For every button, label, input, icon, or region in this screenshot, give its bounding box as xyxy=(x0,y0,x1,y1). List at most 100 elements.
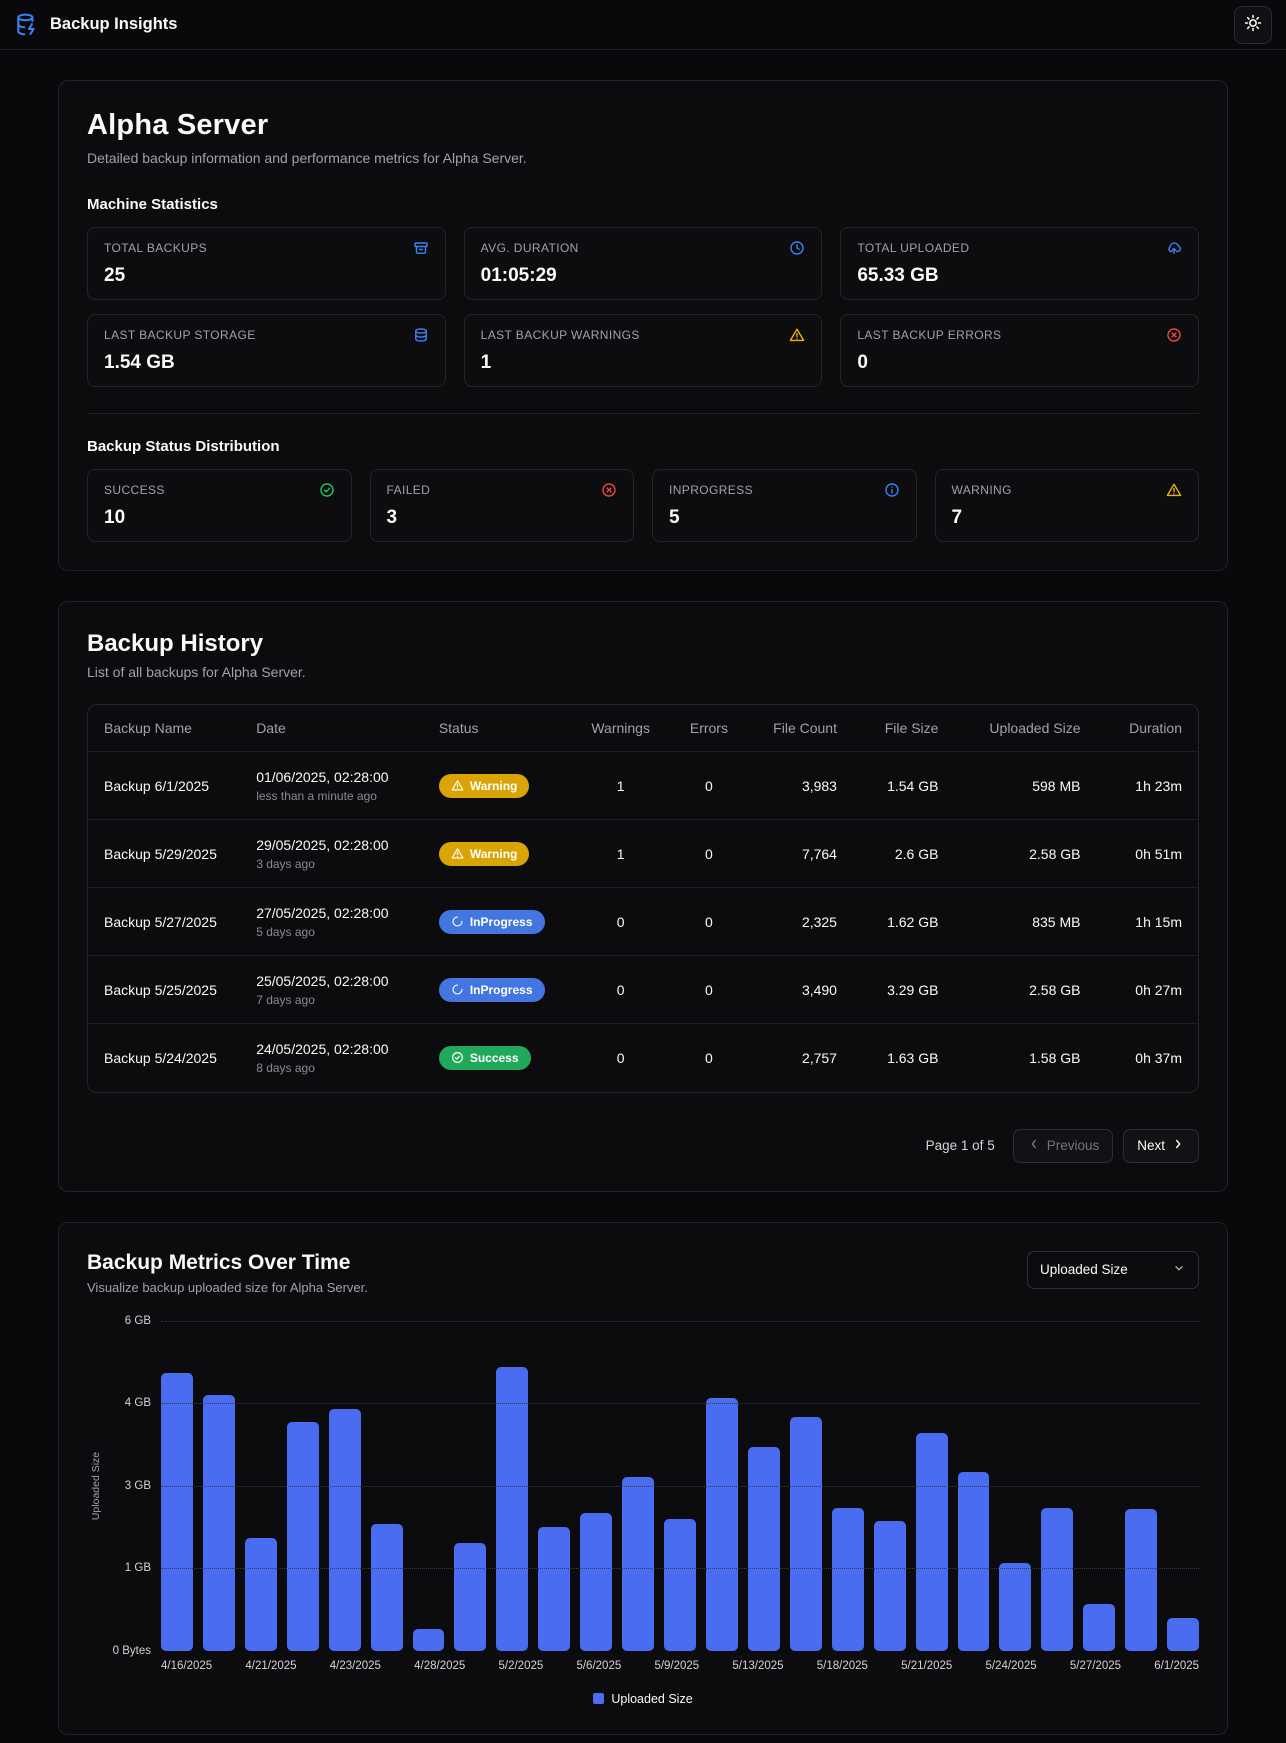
stat-card-total-backups: TOTAL BACKUPS 25 xyxy=(87,227,446,300)
x-tick-label: 4/16/2025 xyxy=(161,1659,213,1672)
theme-toggle-button[interactable] xyxy=(1234,5,1272,44)
status-card-warning: WARNING 7 xyxy=(934,469,1199,542)
database-icon xyxy=(413,327,429,343)
column-header-errors: Errors xyxy=(689,720,728,736)
errors-cell: 0 xyxy=(705,845,713,862)
errors-cell: 0 xyxy=(705,777,713,794)
table-row: Backup 5/27/2025 27/05/2025, 02:28:00 5 da… xyxy=(88,887,1198,956)
date-cell: 27/05/2025, 02:28:00 5 days ago xyxy=(240,888,423,956)
warning-icon xyxy=(451,847,464,860)
status-badge: InProgress xyxy=(438,977,545,1002)
file-size-cell: 2.6 GB xyxy=(894,845,939,862)
next-page-button[interactable]: Next xyxy=(1123,1128,1199,1163)
x-tick-label xyxy=(391,1660,404,1672)
stat-value: 0 xyxy=(857,352,868,373)
archive-icon xyxy=(413,240,429,256)
stat-card-last-backup-warnings: LAST BACKUP WARNINGS 1 xyxy=(463,314,823,387)
stat-label: WARNING xyxy=(951,483,1012,497)
cloud-upload-icon xyxy=(1166,240,1182,256)
grid-line xyxy=(161,1485,1199,1487)
x-tick-label: 5/27/2025 xyxy=(1069,1659,1122,1672)
table-row: Backup 5/25/2025 25/05/2025, 02:28:00 7 da… xyxy=(88,955,1198,1024)
warning-icon xyxy=(451,779,464,792)
x-tick-label: 5/18/2025 xyxy=(816,1659,868,1672)
metric-select[interactable]: Uploaded Size xyxy=(1027,1250,1199,1289)
stat-card-last-backup-errors: LAST BACKUP ERRORS 0 xyxy=(840,314,1199,387)
column-header-duration: Duration xyxy=(1129,720,1182,736)
bar xyxy=(664,1518,696,1651)
file-count-cell: 7,764 xyxy=(801,845,837,862)
top-bar: Backup Insights xyxy=(0,0,1286,50)
x-tick-label: 5/2/2025 xyxy=(498,1659,544,1672)
bar xyxy=(999,1562,1032,1651)
pagination: Page 1 of 5 Previous Next xyxy=(87,1128,1199,1163)
bar xyxy=(1167,1617,1200,1651)
file-count-cell: 3,490 xyxy=(801,981,837,998)
x-tick-label: 5/9/2025 xyxy=(654,1659,700,1672)
x-tick-label: 5/6/2025 xyxy=(576,1659,622,1672)
x-tick-label: 4/21/2025 xyxy=(245,1659,297,1672)
bar xyxy=(747,1447,780,1651)
bar xyxy=(202,1394,235,1651)
circle-check-icon xyxy=(451,1051,464,1064)
sun-icon xyxy=(1244,14,1262,35)
status-cell: InProgress xyxy=(423,956,575,1024)
stat-label: AVG. DURATION xyxy=(480,241,579,255)
page-subtitle: Detailed backup information and performa… xyxy=(87,150,527,166)
date-cell: 25/05/2025, 02:28:00 7 days ago xyxy=(240,956,423,1024)
previous-page-button[interactable]: Previous xyxy=(1012,1128,1114,1163)
status-card-success: SUCCESS 10 xyxy=(87,469,352,542)
errors-cell: 0 xyxy=(705,981,713,998)
duration-cell: 0h 51m xyxy=(1135,845,1182,862)
brand: Backup Insights xyxy=(14,12,177,38)
machine-statistics-heading: Machine Statistics xyxy=(87,196,218,213)
backup-history-card: Backup History List of all backups for A… xyxy=(58,601,1228,1192)
file-count-cell: 2,325 xyxy=(801,913,837,930)
backup-history-table: Backup Name Date Status Warnings Errors File … xyxy=(87,704,1199,1093)
grid-line xyxy=(161,1403,1199,1404)
column-header-backup-name: Backup Name xyxy=(104,720,192,736)
x-tick-label xyxy=(1131,1660,1144,1672)
status-distribution-heading: Backup Status Distribution xyxy=(87,438,280,455)
x-tick-label: 5/24/2025 xyxy=(985,1659,1037,1672)
file-size-cell: 1.63 GB xyxy=(887,1049,939,1066)
metrics-title: Backup Metrics Over Time xyxy=(87,1250,351,1274)
bar xyxy=(580,1513,613,1651)
page-indicator: Page 1 of 5 xyxy=(925,1138,995,1153)
bar xyxy=(538,1526,571,1651)
bar-chart: Uploaded Size 6 GB 4 GB 3 GB 1 GB 0 Bytes xyxy=(87,1315,1200,1657)
stat-card-avg-duration: AVG. DURATION 01:05:29 xyxy=(463,227,823,300)
x-tick-label: 5/21/2025 xyxy=(901,1659,953,1672)
column-header-uploaded-size: Uploaded Size xyxy=(989,720,1081,736)
circle-check-icon xyxy=(319,482,335,498)
circle-x-icon xyxy=(1166,327,1182,343)
x-tick-label xyxy=(553,1660,566,1672)
column-header-date: Date xyxy=(256,720,286,736)
duration-cell: 0h 37m xyxy=(1135,1049,1182,1066)
backup-name-cell: Backup 5/24/2025 xyxy=(104,1049,217,1066)
stat-value: 01:05:29 xyxy=(480,265,557,286)
column-header-status: Status xyxy=(438,720,479,736)
stat-value: 3 xyxy=(386,507,398,528)
legend-swatch-icon xyxy=(593,1693,605,1704)
grid-line xyxy=(161,1568,1199,1569)
bar xyxy=(496,1367,529,1651)
backup-name-cell: Backup 5/25/2025 xyxy=(104,981,217,998)
x-tick-label: 5/13/2025 xyxy=(732,1659,784,1672)
file-size-cell: 1.54 GB xyxy=(887,777,939,794)
file-count-cell: 2,757 xyxy=(801,1049,837,1066)
bar xyxy=(622,1477,655,1651)
errors-cell: 0 xyxy=(705,1049,713,1066)
bar xyxy=(370,1524,403,1651)
x-tick-label xyxy=(878,1660,891,1672)
x-tick-label: 4/28/2025 xyxy=(414,1659,466,1672)
clock-icon xyxy=(789,240,805,256)
bar xyxy=(957,1471,990,1651)
status-badge: Success xyxy=(438,1045,531,1070)
stat-value: 10 xyxy=(104,507,126,528)
errors-cell: 0 xyxy=(705,913,713,930)
table-header-row: Backup Name Date Status Warnings Errors File … xyxy=(88,705,1198,752)
x-tick-label: 6/1/2025 xyxy=(1154,1659,1200,1672)
file-size-cell: 1.62 GB xyxy=(887,913,939,930)
warnings-cell: 1 xyxy=(616,845,625,862)
